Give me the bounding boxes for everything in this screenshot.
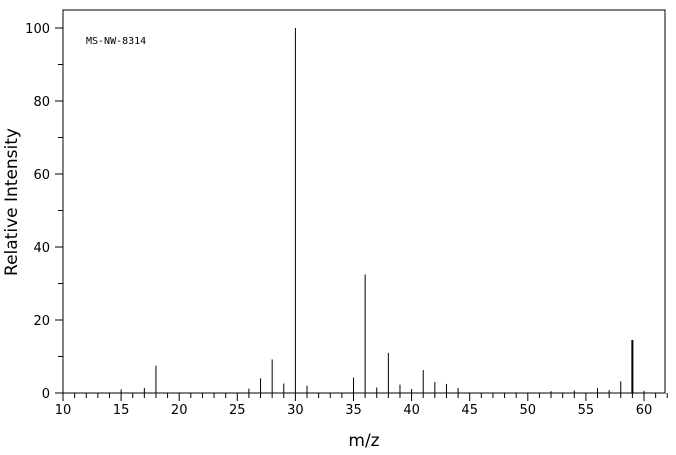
y-tick-label: 40 — [33, 241, 50, 256]
x-tick-label: 20 — [171, 403, 188, 418]
x-tick-label: 15 — [113, 403, 130, 418]
y-tick-label: 20 — [33, 314, 50, 329]
x-tick-label: 50 — [520, 403, 537, 418]
y-tick-label: 60 — [33, 168, 50, 183]
y-tick-label: 0 — [42, 387, 50, 402]
x-tick-label: 10 — [55, 403, 72, 418]
peak-lines — [120, 28, 645, 393]
plot-frame — [62, 9, 666, 394]
x-tick-label: 40 — [403, 403, 420, 418]
spectrum-id-annotation: MS-NW-8314 — [86, 36, 146, 47]
y-axis-ticks: 0 20 40 60 80 100 — [25, 22, 63, 402]
y-axis-title: Relative Intensity — [2, 128, 22, 276]
y-tick-label: 80 — [33, 95, 50, 110]
x-tick-label: 55 — [578, 403, 595, 418]
x-tick-label: 45 — [461, 403, 478, 418]
x-tick-label: 25 — [229, 403, 246, 418]
x-axis-title: m/z — [348, 431, 379, 451]
x-tick-label: 30 — [287, 403, 304, 418]
x-axis-ticks: 10 15 20 25 30 35 40 45 50 55 60 — [55, 393, 668, 418]
x-tick-label: 35 — [345, 403, 362, 418]
x-tick-label: 60 — [636, 403, 653, 418]
y-tick-label: 100 — [25, 22, 50, 37]
